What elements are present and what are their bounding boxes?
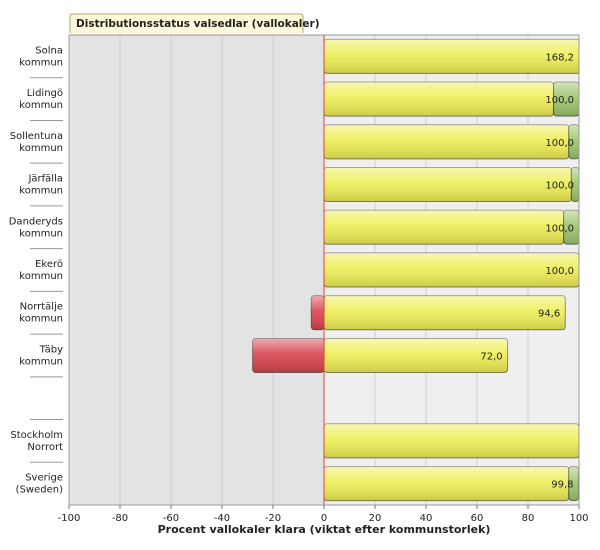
- x-tick-label: 40: [420, 513, 433, 524]
- y-tick-label: Täby kommun: [19, 344, 63, 367]
- y-tick-label: Sollentuna kommun: [10, 131, 63, 154]
- y-tick-label: Solna kommun: [19, 45, 63, 68]
- x-tick-label: -100: [58, 513, 81, 524]
- bar-gloss: [324, 210, 564, 245]
- y-tick-label: Norrtälje kommun: [19, 302, 63, 325]
- title-tab: [69, 13, 304, 33]
- data-label: 168,2: [545, 52, 574, 63]
- bar-gloss: [324, 124, 569, 159]
- bar-gloss: [553, 82, 579, 117]
- bar-gloss: [252, 338, 324, 373]
- x-tick-label: -40: [214, 513, 230, 524]
- x-axis-label: Procent vallokaler klara (viktat efter k…: [158, 523, 491, 536]
- bar-gloss: [324, 295, 566, 330]
- bar-gloss: [324, 167, 572, 202]
- x-tick-label: 100: [569, 513, 588, 524]
- x-tick-label: 0: [321, 513, 327, 524]
- data-label: 72,0: [480, 351, 502, 362]
- x-tick-label: -60: [163, 513, 179, 524]
- x-tick-label: -80: [112, 513, 128, 524]
- bar-gloss: [568, 466, 579, 501]
- x-tick-label: -20: [265, 513, 281, 524]
- bar-gloss: [571, 167, 579, 202]
- data-label: 100,0: [545, 181, 574, 192]
- y-tick-label: Danderyds kommun: [9, 216, 63, 239]
- data-label: 100,0: [545, 95, 574, 106]
- y-tick-label: Järfälla kommun: [19, 174, 63, 197]
- bar-gloss: [324, 423, 579, 458]
- y-tick-label: Sverige (Sweden): [16, 473, 63, 496]
- x-tick-label: 60: [471, 513, 484, 524]
- bar-gloss: [324, 39, 579, 74]
- plot-bg-left: [69, 35, 324, 505]
- bar-gloss: [324, 82, 554, 117]
- data-label: 94,6: [538, 309, 560, 320]
- bar-gloss: [563, 210, 579, 245]
- data-label: 99,8: [551, 480, 573, 491]
- y-tick-label: Lidingö kommun: [19, 88, 63, 111]
- data-label: 100,0: [545, 266, 574, 277]
- data-label: 100,0: [545, 223, 574, 234]
- data-label: 100,0: [545, 138, 574, 149]
- y-tick-label: Stockholm Norrort: [10, 430, 63, 453]
- y-tick-label: Ekerö kommun: [19, 259, 63, 282]
- bar-gloss: [324, 466, 569, 501]
- bar-gloss: [324, 253, 579, 287]
- chart-title: Distributionsstatus valsedlar (vallokale…: [76, 18, 320, 30]
- bar-gloss: [568, 124, 579, 159]
- bar-gloss: [311, 295, 324, 330]
- bar-gloss: [324, 338, 508, 373]
- x-tick-label: 80: [522, 513, 535, 524]
- x-tick-label: 20: [369, 513, 382, 524]
